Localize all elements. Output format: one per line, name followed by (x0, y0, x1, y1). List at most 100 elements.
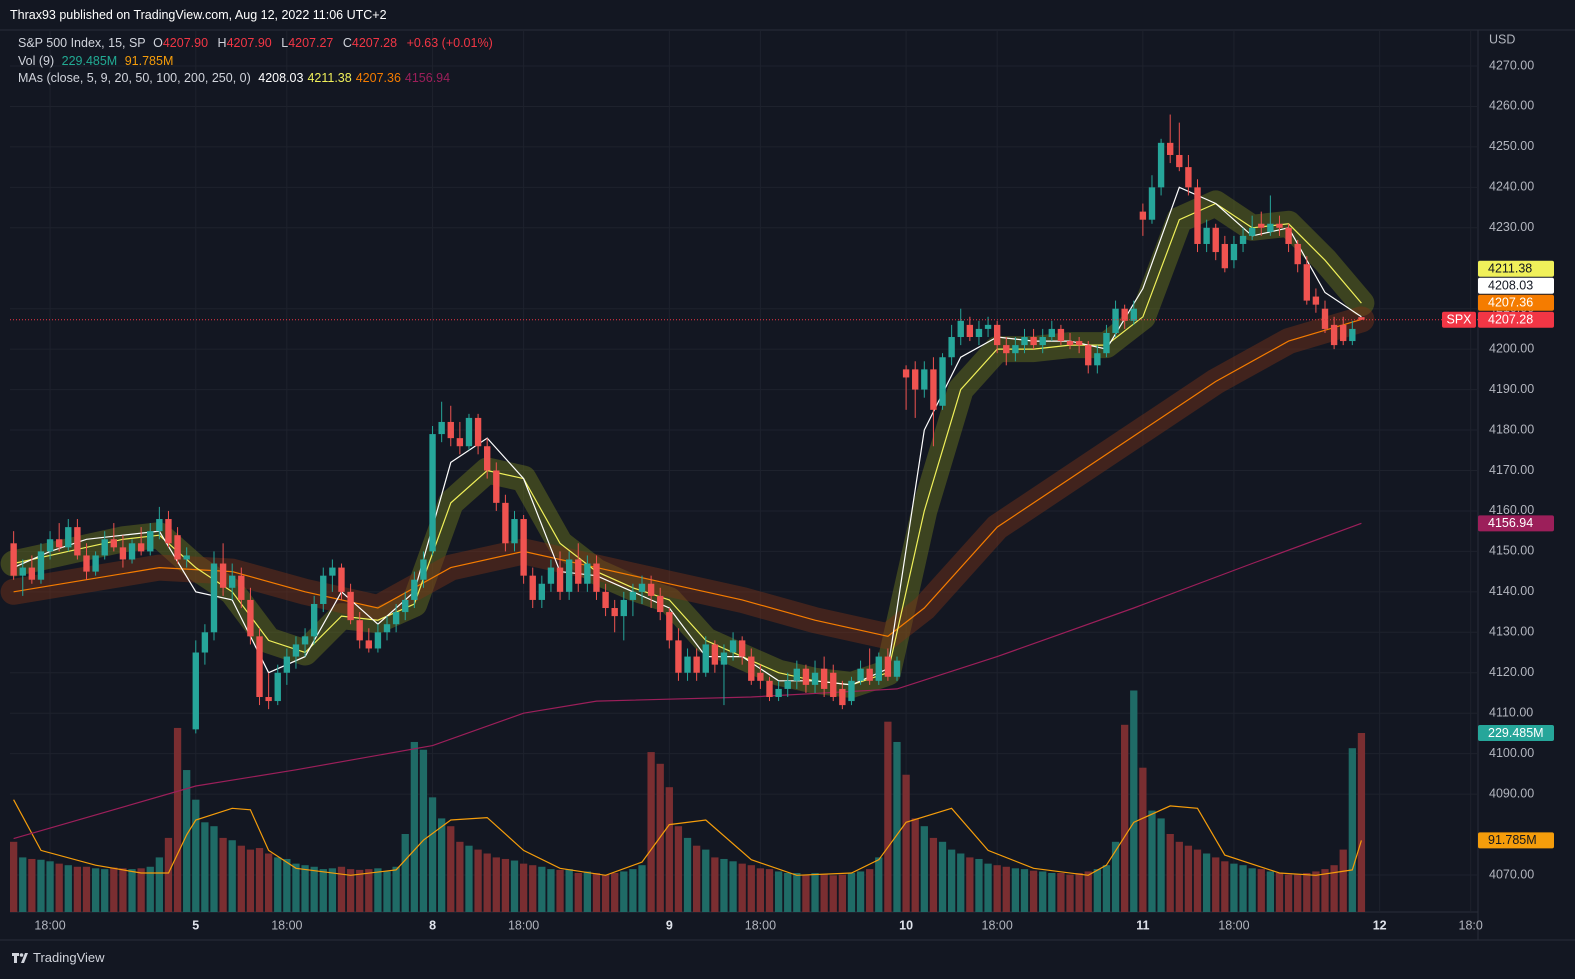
candle-body (128, 543, 136, 560)
volume-bar (1357, 733, 1366, 912)
y-tick-label: 4180.00 (1489, 422, 1534, 436)
candle-body (738, 640, 746, 657)
volume-bar (674, 826, 683, 912)
candle-body (19, 567, 26, 576)
candle-body (902, 369, 910, 378)
volume-bar (1221, 861, 1229, 912)
candle-body (602, 591, 609, 609)
candle-body (1248, 227, 1256, 236)
volume-bar (337, 866, 346, 912)
candle-body (484, 446, 491, 471)
volume-bar (784, 873, 792, 912)
volume-bar (1166, 834, 1174, 912)
candle-body (775, 688, 782, 698)
volume-bar (611, 873, 619, 912)
candle-body (1267, 223, 1274, 232)
candle-body (1112, 308, 1119, 333)
candle-body (547, 567, 555, 584)
volume-bar (993, 865, 1001, 912)
volume-bar (1039, 871, 1047, 912)
volume-bar (1248, 868, 1256, 912)
x-tick-label: 12 (1373, 918, 1387, 932)
volume-bar (574, 873, 582, 912)
candle-body (1303, 264, 1310, 301)
volume-bar (1002, 866, 1010, 912)
volume-bar (1157, 818, 1165, 912)
volume-bar (73, 866, 82, 912)
volume-bar (811, 873, 819, 912)
ohlc-key: H (217, 36, 227, 50)
volume-ma-line (13, 799, 1362, 876)
volume-bar (547, 869, 555, 912)
x-tick-label: 18:00 (508, 918, 539, 932)
candle-body (119, 547, 127, 560)
volume-bar (829, 875, 837, 912)
candle-body (766, 680, 773, 698)
candle-body (993, 324, 1001, 346)
volume-bar (501, 858, 510, 912)
candle-body (1039, 337, 1046, 346)
candle-body (1294, 243, 1301, 265)
candle-body (666, 612, 673, 641)
volume-bar (938, 841, 947, 912)
ma-value: 4208.03 (258, 71, 304, 85)
candle-body (493, 470, 500, 503)
x-tick-label: 9 (666, 918, 673, 932)
candle-body (720, 652, 728, 665)
candle-body (866, 668, 873, 681)
x-tick-label: 18:0 (1459, 918, 1483, 932)
ohlc-value: 4207.90 (226, 36, 272, 50)
volume-bar (319, 869, 327, 912)
volume-bar (529, 865, 537, 912)
candle-body (356, 620, 363, 641)
volume-bar (392, 866, 400, 912)
candle-body (511, 519, 518, 544)
volume-bar (1257, 869, 1265, 912)
candle-body (229, 575, 236, 588)
volume-bar (747, 865, 755, 912)
candle-body (192, 652, 199, 730)
volume-bar (793, 873, 801, 912)
candle-body (1330, 324, 1338, 346)
candle-body (1276, 223, 1283, 228)
candle-body (711, 644, 719, 665)
candle-body (748, 656, 755, 681)
volume-bar (519, 863, 528, 912)
candle-body (647, 583, 655, 596)
volume-bar (1139, 767, 1147, 912)
volume-bar (911, 818, 919, 912)
volume-bar (902, 774, 910, 912)
candle-body (1157, 142, 1165, 188)
candle-body (156, 519, 163, 532)
price-tag-label: 4207.28 (1488, 312, 1533, 326)
ohlc-value: 4207.90 (162, 36, 209, 50)
volume-bar (474, 849, 482, 912)
volume-bar (64, 865, 72, 912)
volume-bar (774, 871, 783, 912)
candle-body (1221, 243, 1229, 269)
candle-body (1212, 227, 1219, 253)
candle-body (165, 519, 172, 544)
candle-body (575, 559, 582, 584)
ohlc-key: C (342, 36, 352, 50)
volume-bar (866, 869, 874, 912)
y-tick-label: 4100.00 (1489, 746, 1534, 760)
candle-body (1121, 308, 1128, 321)
price-tag (1478, 277, 1554, 294)
candle-body (839, 688, 846, 706)
candle-body (1057, 328, 1065, 342)
volume-bar (856, 871, 865, 912)
candle-body (629, 591, 637, 600)
price-tag-label: 4211.38 (1488, 261, 1532, 275)
volume-bar (155, 857, 163, 912)
x-tick-label: 5 (192, 918, 199, 932)
volume-bar (1075, 873, 1083, 912)
y-tick-label: 4070.00 (1489, 867, 1534, 881)
ma-legend-name: MAs (close, 5, 9, 20, 50, 100, 200, 250,… (18, 71, 251, 85)
volume-bar (1193, 849, 1202, 912)
candle-body (301, 636, 309, 645)
brand: TradingView (12, 950, 105, 965)
y-tick-label: 4190.00 (1489, 382, 1534, 396)
price-tag-label: 229.485M (1488, 726, 1544, 740)
candle-body (1075, 341, 1083, 346)
